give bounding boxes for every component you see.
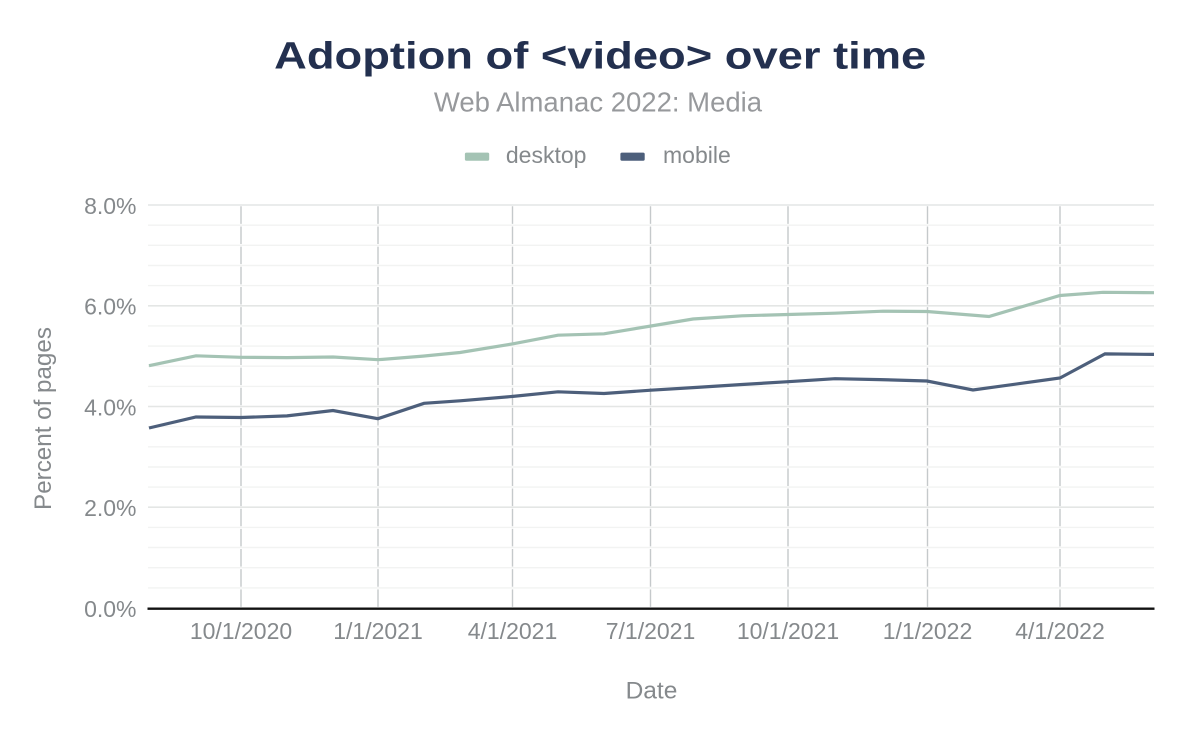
svg-text:4.0%: 4.0% bbox=[84, 394, 136, 420]
svg-text:4/1/2022: 4/1/2022 bbox=[1015, 618, 1105, 644]
svg-text:Date: Date bbox=[626, 678, 678, 705]
svg-text:Web Almanac 2022: Media: Web Almanac 2022: Media bbox=[434, 87, 763, 118]
svg-text:10/1/2020: 10/1/2020 bbox=[190, 618, 292, 644]
svg-text:Adoption of <video> over time: Adoption of <video> over time bbox=[274, 34, 926, 77]
svg-text:Percent of pages: Percent of pages bbox=[30, 327, 57, 510]
svg-text:0.0%: 0.0% bbox=[84, 596, 136, 622]
svg-text:8.0%: 8.0% bbox=[84, 193, 136, 219]
svg-text:desktop: desktop bbox=[506, 142, 587, 168]
svg-text:1/1/2022: 1/1/2022 bbox=[883, 618, 973, 644]
svg-text:2.0%: 2.0% bbox=[84, 495, 136, 521]
svg-text:7/1/2021: 7/1/2021 bbox=[606, 618, 696, 644]
svg-text:6.0%: 6.0% bbox=[84, 294, 136, 320]
svg-text:10/1/2021: 10/1/2021 bbox=[737, 618, 839, 644]
svg-text:1/1/2021: 1/1/2021 bbox=[333, 618, 423, 644]
svg-text:mobile: mobile bbox=[663, 142, 731, 168]
svg-text:4/1/2021: 4/1/2021 bbox=[468, 618, 558, 644]
